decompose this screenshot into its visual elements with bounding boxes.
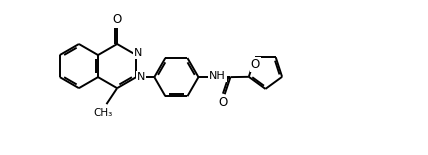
Text: NH: NH bbox=[209, 71, 226, 81]
Text: O: O bbox=[113, 13, 122, 26]
Text: N: N bbox=[137, 72, 145, 82]
Text: CH₃: CH₃ bbox=[94, 108, 113, 117]
Text: N: N bbox=[134, 48, 143, 58]
Text: O: O bbox=[218, 96, 227, 109]
Text: O: O bbox=[250, 58, 260, 71]
